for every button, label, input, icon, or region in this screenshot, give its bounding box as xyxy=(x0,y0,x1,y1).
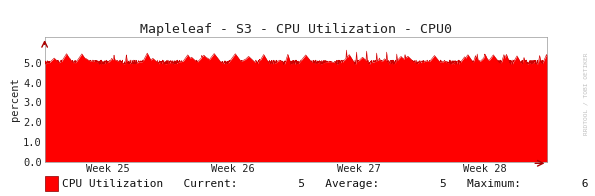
Y-axis label: percent: percent xyxy=(10,78,20,121)
Text: RRDTOOL / TOBI OETIKER: RRDTOOL / TOBI OETIKER xyxy=(584,53,588,135)
Title: Mapleleaf - S3 - CPU Utilization - CPU0: Mapleleaf - S3 - CPU Utilization - CPU0 xyxy=(140,23,452,36)
Text: CPU Utilization   Current:         5   Average:         5   Maximum:         6: CPU Utilization Current: 5 Average: 5 Ma… xyxy=(62,179,589,189)
